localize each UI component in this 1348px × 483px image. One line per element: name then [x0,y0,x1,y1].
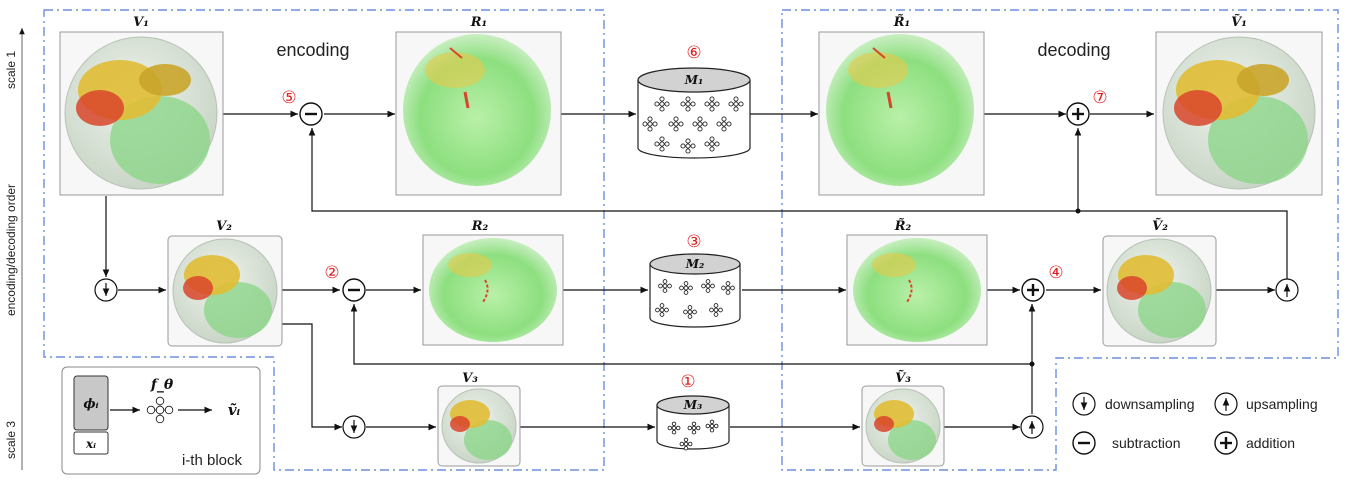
addition-op-row1 [1066,102,1090,126]
network-icons [642,96,744,154]
legend-downsampling: downsampling [1105,396,1195,412]
volume-r2-hat [846,234,988,346]
network-icon [705,419,719,433]
legend-addition: addition [1246,435,1295,451]
network-icon [680,96,696,112]
m2-label: M₂ [685,257,705,271]
legend: downsampling upsampling subtraction addi… [1072,392,1318,455]
network-icon [687,421,701,435]
network-icon [680,138,696,154]
step-5: ⑤ [281,88,296,108]
network-icon [146,396,174,424]
downsample-op-row3 [342,415,366,439]
network-icon [704,96,720,112]
v2-hat-label: Ṽ₂ [1152,218,1168,234]
network-icon [709,303,723,317]
network-icons [667,419,719,451]
legend-upsampling: upsampling [1246,396,1318,412]
m1-label: M₁ [684,73,704,87]
decoding-title: decoding [1037,40,1110,60]
volume-r1 [395,31,562,196]
r1-label: R₁ [470,15,488,30]
decoding-region [781,9,1339,471]
v1-hat-label: Ṽ₁ [1231,14,1247,30]
downsample-op-row2 [94,278,118,302]
addition-op-row2 [1021,278,1045,302]
network-icon [701,279,715,293]
volume-v1-hat [1155,31,1323,196]
model-m2 [649,253,741,328]
encoding-region [43,9,605,471]
volume-v2 [167,235,283,347]
network-icon [654,96,670,112]
volume-v3-hat [861,385,945,467]
block-v: ṽᵢ [228,401,241,419]
r2-label: R₂ [471,219,489,234]
network-icon [679,437,693,451]
addition-icon [1214,431,1238,455]
step-6: ⑥ [686,43,701,63]
upsample-op-row2 [1275,278,1299,302]
network-icon [642,116,658,132]
step-7: ⑦ [1092,88,1107,108]
network-icon [704,136,720,152]
r2-hat-label: R̃₂ [894,218,912,234]
upsample-op-row3 [1020,415,1044,439]
subtraction-op-row1 [299,102,323,126]
legend-subtraction: subtraction [1112,435,1180,451]
v1-label: V₁ [133,15,149,30]
network-icon [654,136,670,152]
junction-dot [1029,361,1035,367]
upsampling-icon [1214,392,1238,416]
encoding-title: encoding [276,40,349,60]
step-4: ④ [1048,263,1063,283]
network-icon [679,281,693,295]
model-m1 [637,67,751,159]
network-icon [668,116,684,132]
block-phi: ϕᵢ [83,397,98,412]
network-icon [655,303,669,317]
v3-hat-label: Ṽ₃ [895,370,911,386]
network-icons [655,279,735,319]
model-m3 [656,395,730,451]
axis-bottom-label: scale 3 [4,421,18,459]
block-f: f_θ [150,377,174,393]
downsampling-icon [1072,392,1096,416]
axis-middle-label: encoding/decoding order [4,184,18,316]
volume-r1-hat [818,31,985,196]
network-icon [692,116,708,132]
volume-v1 [59,31,224,196]
v3-label: V₃ [462,371,478,386]
network-icon [667,421,681,435]
step-2: ② [324,263,339,283]
network-icon [683,305,697,319]
block-inset [61,366,261,475]
subtraction-op-row2 [342,278,366,302]
connectors [102,110,1288,431]
block-caption: i-th block [182,452,243,469]
volume-v3 [437,385,521,467]
v2-label: V₂ [216,219,232,234]
volume-r2 [422,234,564,346]
network-icon [728,96,744,112]
network-icon [146,396,174,424]
network-icon [721,281,735,295]
axis-top-label: scale 1 [4,51,18,89]
volume-v2-hat [1102,235,1217,347]
network-icon [658,279,672,293]
network-icon [716,116,732,132]
step-3: ③ [686,232,701,252]
r1-hat-label: R̃₁ [893,14,911,30]
subtraction-icon [1072,431,1096,455]
step-1: ① [680,372,695,392]
junction-dot [1075,208,1081,214]
m3-label: M₃ [683,398,703,412]
block-x: xᵢ [85,437,96,451]
